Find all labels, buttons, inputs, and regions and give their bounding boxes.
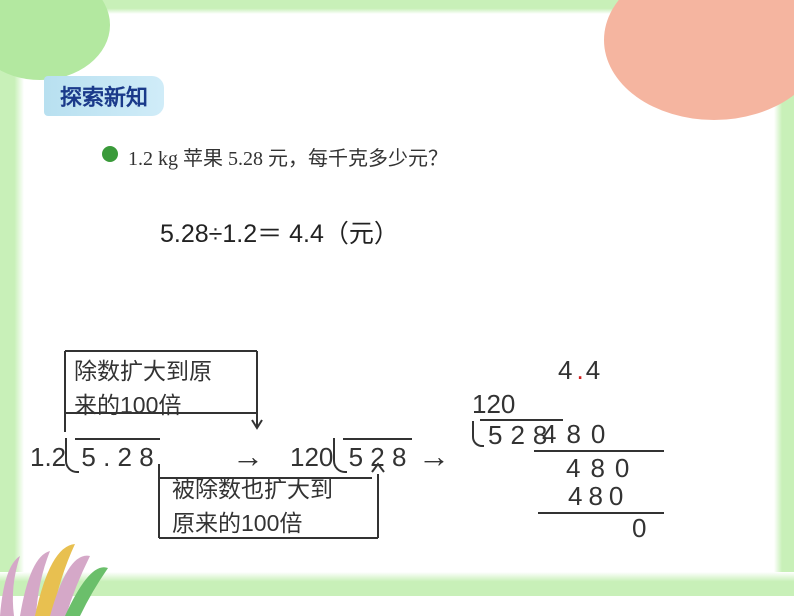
long-div-rem1: 480 [566, 454, 639, 483]
long-div-line1 [534, 450, 664, 452]
div2-dividend: 5 2 8 [343, 438, 413, 473]
long-div-divisor: 120 [472, 390, 515, 419]
corner-decoration-tl [0, 0, 110, 80]
division-step-1: 1.2 5 . 2 8 [30, 438, 160, 473]
long-div-final: 0 [632, 514, 646, 543]
note-divisor-line2: 来的100倍 [74, 386, 212, 420]
note-dividend-line1: 被除数也扩大到 [172, 470, 333, 504]
div2-divisor: 120 [290, 442, 335, 473]
note-divisor-scale: 除数扩大到原 来的100倍 [74, 352, 212, 420]
long-div-sub2: 480 [568, 482, 629, 511]
quotient-digit-2: 4 [586, 355, 610, 385]
div1-dividend: 5 . 2 8 [75, 438, 159, 473]
div1-divisor: 1.2 [30, 442, 68, 473]
equation-line: 5.28÷1.2＝ 4.4（元） [160, 214, 399, 250]
corner-decoration-tr [604, 0, 794, 120]
section-title-badge: 探索新知 [44, 76, 164, 116]
equation-lhs: 5.28÷1.2＝ [160, 220, 282, 248]
note-dividend-line2: 原来的100倍 [172, 504, 333, 538]
arrow-step2: → [418, 438, 450, 475]
plant-decoration-icon [0, 496, 140, 616]
note-divisor-line1: 除数扩大到原 [74, 352, 212, 386]
note-dividend-scale: 被除数也扩大到 原来的100倍 [172, 470, 333, 538]
arrow-step1: → [232, 438, 264, 475]
division-step-2: 120 5 2 8 [290, 438, 412, 473]
problem-text: 1.2 kg 苹果 5.28 元，每千克多少元？ [128, 142, 448, 171]
quotient: 4.4 [558, 356, 610, 385]
equation-result: 4.4（元） [289, 220, 399, 248]
bullet-icon [102, 146, 118, 162]
long-div-sub1: 480 [542, 420, 615, 449]
